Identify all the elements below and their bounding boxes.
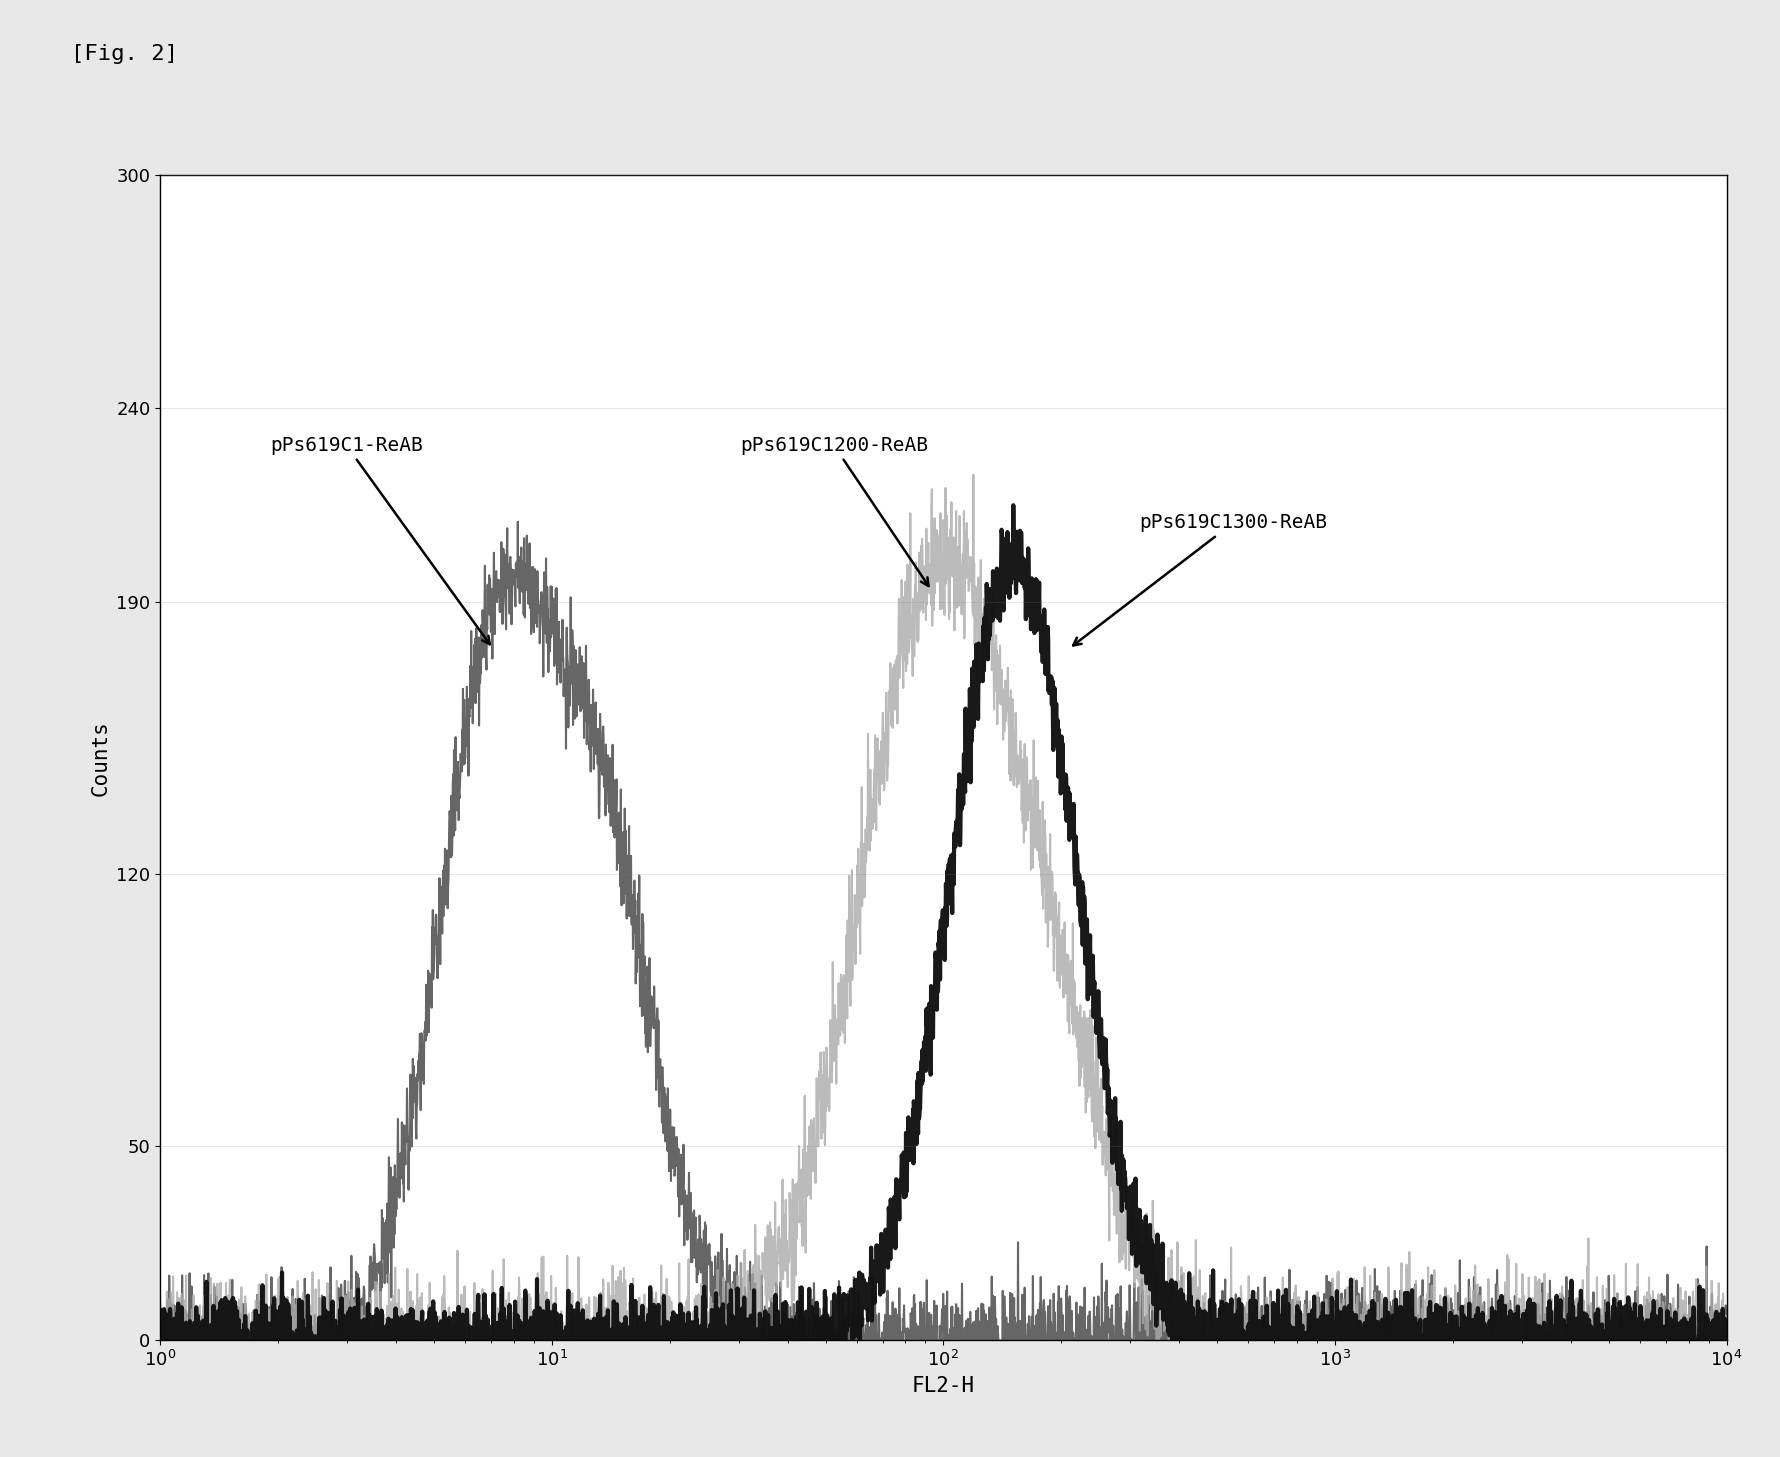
Text: pPs619C1-ReAB: pPs619C1-ReAB [271,436,490,644]
Text: pPs619C1300-ReAB: pPs619C1300-ReAB [1073,513,1328,645]
Text: [Fig. 2]: [Fig. 2] [71,44,178,64]
Text: pPs619C1200-ReAB: pPs619C1200-ReAB [740,436,929,586]
X-axis label: FL2-H: FL2-H [911,1375,975,1396]
Y-axis label: Counts: Counts [91,720,110,796]
